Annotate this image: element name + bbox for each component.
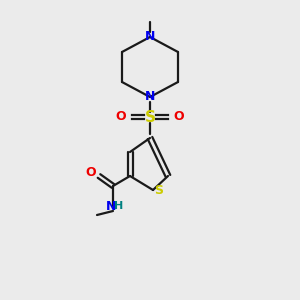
Text: O: O (174, 110, 184, 124)
Text: S: S (154, 184, 164, 196)
Text: N: N (106, 200, 116, 212)
Text: O: O (116, 110, 126, 124)
Text: H: H (114, 201, 124, 211)
Text: N: N (145, 31, 155, 44)
Text: O: O (86, 167, 96, 179)
Text: N: N (145, 91, 155, 103)
Text: S: S (145, 110, 155, 124)
